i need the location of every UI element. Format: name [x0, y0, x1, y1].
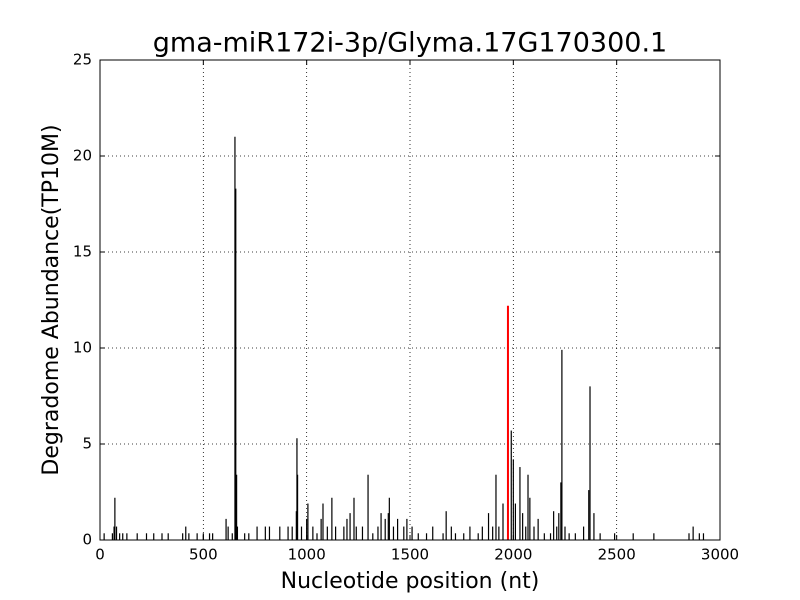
y-tick-label: 20: [73, 147, 92, 165]
x-axis-label: Nucleotide position (nt): [281, 569, 540, 594]
x-tick-label: 1000: [288, 546, 326, 564]
x-tick-label: 500: [189, 546, 218, 564]
plot-frame: [99, 59, 721, 541]
x-tick-label: 2500: [598, 546, 636, 564]
y-tick-label: 25: [73, 51, 92, 69]
y-tick-label: 0: [82, 531, 92, 549]
x-tick-label: 1500: [391, 546, 429, 564]
x-tick-label: 3000: [701, 546, 739, 564]
y-axis-label: Degradome Abundance(TP10M): [39, 124, 64, 475]
y-tick-label: 5: [82, 435, 92, 453]
y-tick-label: 15: [73, 243, 92, 261]
chart-title: gma-miR172i-3p/Glyma.17G170300.1: [153, 28, 667, 59]
y-tick-label: 10: [73, 339, 92, 357]
x-tick-label: 0: [95, 546, 105, 564]
x-tick-label: 2000: [494, 546, 532, 564]
